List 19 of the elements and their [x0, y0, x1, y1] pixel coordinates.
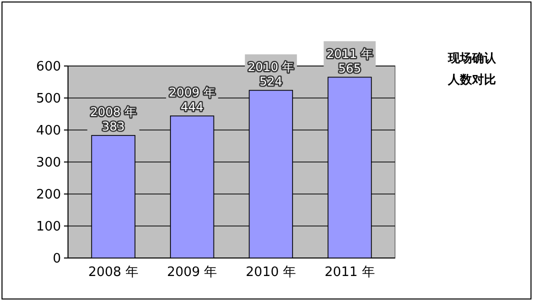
data-label: 383 — [102, 120, 125, 134]
x-tick-label: 2011 年 — [324, 265, 375, 280]
category-label: 2008 年 — [90, 105, 136, 120]
y-tick-label: 300 — [36, 156, 61, 171]
text: 现场确认人数对比 — [447, 51, 497, 87]
y-tick-label: 400 — [36, 124, 61, 139]
data-label: 565 — [338, 61, 362, 76]
y-tick-label: 200 — [36, 188, 61, 203]
y-tick-label: 600 — [36, 60, 61, 75]
x-tick-label: 2008 年 — [88, 265, 138, 280]
category-label: 2009 年 — [168, 86, 216, 100]
data-label: 444 — [180, 100, 204, 114]
y-tick-label: 0 — [52, 252, 61, 267]
data-label: 524 — [259, 74, 282, 89]
x-tick-label: 2010 年 — [246, 265, 296, 280]
y-tick-label: 100 — [36, 220, 61, 235]
x-tick-label: 2009 年 — [166, 265, 218, 280]
category-label: 2010 年 — [248, 60, 294, 74]
y-tick-label: 500 — [36, 92, 61, 107]
